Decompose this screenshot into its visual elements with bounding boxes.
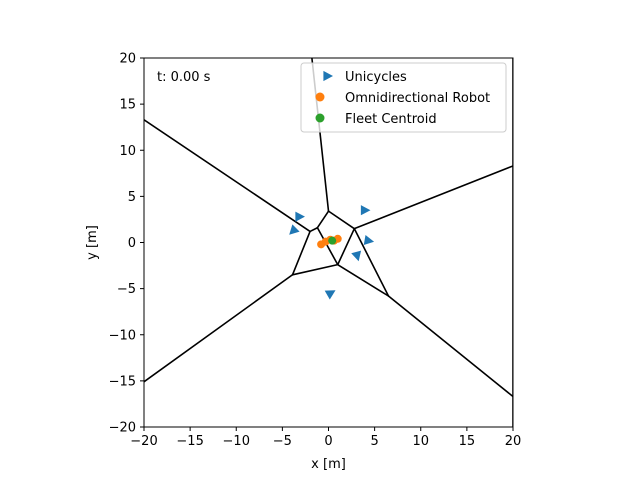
unicycle-marker xyxy=(360,205,371,216)
voronoi-edge xyxy=(316,210,330,229)
legend: Unicycles Omnidirectional Robot Fleet Cent… xyxy=(300,62,507,133)
y-tick-label: −5 xyxy=(117,282,136,297)
voronoi-edge xyxy=(144,119,311,233)
legend-label: Omnidirectional Robot xyxy=(345,91,490,106)
voronoi-edge xyxy=(336,263,390,297)
y-tick-label: 20 xyxy=(119,52,136,67)
legend-label: Fleet Centroid xyxy=(345,112,437,127)
voronoi-edge xyxy=(291,230,311,276)
y-tick-label: 5 xyxy=(128,190,136,205)
y-tick-label: 0 xyxy=(128,236,136,251)
x-tick-label: 15 xyxy=(459,434,476,449)
x-tick-label: −20 xyxy=(130,434,157,449)
data-markers xyxy=(289,205,375,300)
y-tick-label: 15 xyxy=(119,98,136,113)
x-axis-label: x [m] xyxy=(311,457,346,472)
voronoi-edge xyxy=(336,227,356,266)
y-tick-label: −20 xyxy=(109,421,136,436)
legend-unicycle-icon xyxy=(323,70,333,82)
unicycle-marker xyxy=(363,235,375,246)
x-tick-label: 10 xyxy=(412,434,429,449)
y-axis-label: y [m] xyxy=(85,225,100,260)
voronoi-edges xyxy=(144,58,513,427)
voronoi-edge xyxy=(291,263,339,276)
voronoi-edge xyxy=(353,227,390,297)
voronoi-edge xyxy=(353,165,513,230)
fleet-centroid-marker xyxy=(328,236,337,245)
unicycle-marker xyxy=(351,250,362,262)
time-annotation: t: 0.00 s xyxy=(157,70,211,85)
unicycle-marker xyxy=(324,290,336,300)
y-tick-label: −15 xyxy=(109,374,136,389)
x-tick-label: 5 xyxy=(370,434,378,449)
unicycle-marker xyxy=(289,224,300,235)
y-tick-label: 10 xyxy=(119,144,136,159)
x-tick-label: 20 xyxy=(505,434,522,449)
legend-omni-robot-icon xyxy=(315,92,325,102)
x-tick-label: −10 xyxy=(223,434,250,449)
y-axis-ticks: −20 −15 −10 −5 0 5 10 15 20 xyxy=(109,52,144,436)
voronoi-edge xyxy=(144,273,294,383)
y-tick-label: −10 xyxy=(109,328,136,343)
voronoi-edge xyxy=(327,210,356,230)
x-tick-label: 0 xyxy=(324,434,332,449)
x-axis-ticks: −20 −15 −10 −5 0 5 10 15 20 xyxy=(130,427,521,449)
x-tick-label: −5 xyxy=(273,434,292,449)
legend-label: Unicycles xyxy=(345,70,407,85)
voronoi-edge xyxy=(309,226,319,233)
voronoi-edge xyxy=(387,295,513,398)
legend-box xyxy=(300,62,507,133)
voronoi-edge xyxy=(316,226,339,266)
unicycle-marker xyxy=(295,211,305,222)
legend-fleet-centroid-icon xyxy=(315,113,325,123)
x-tick-label: −15 xyxy=(176,434,203,449)
